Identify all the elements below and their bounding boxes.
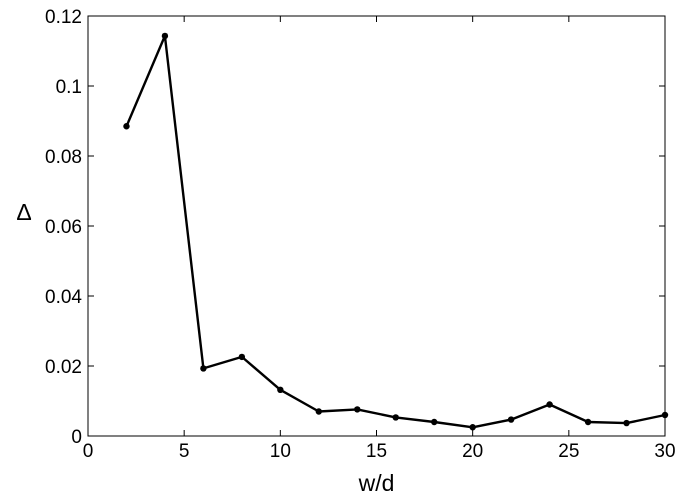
data-point	[315, 408, 322, 415]
data-point	[354, 406, 361, 413]
x-tick-label: 10	[270, 441, 291, 462]
x-axis-title: w/d	[358, 470, 395, 495]
data-point	[277, 386, 284, 393]
x-tick-label: 0	[83, 441, 94, 462]
data-point	[507, 416, 515, 423]
x-tick-label: 30	[654, 441, 675, 462]
data-point	[392, 414, 399, 421]
y-tick-label: 0	[71, 427, 82, 448]
data-point	[161, 32, 169, 40]
x-tick-label: 25	[558, 441, 579, 462]
y-tick-label: 0.12	[45, 7, 82, 28]
y-axis-title: Δ	[16, 199, 31, 225]
data-point	[431, 418, 438, 426]
data-point	[200, 365, 207, 372]
x-tick-label: 20	[462, 441, 483, 462]
y-tick-label: 0.02	[45, 357, 82, 378]
data-point	[623, 419, 630, 427]
data-point	[546, 401, 553, 408]
x-tick-label: 15	[366, 441, 387, 462]
data-point	[584, 418, 592, 426]
data-point	[469, 424, 476, 431]
y-tick-label: 0.04	[45, 287, 82, 308]
y-tick-label: 0.1	[56, 77, 82, 98]
data-point	[238, 353, 246, 361]
data-point	[123, 123, 130, 130]
x-tick-label: 5	[179, 441, 190, 462]
axis-ticks: 0 5 10 15 20 25 30 0 0.02 0.04 0.06 0.08 0.1 0.12	[45, 7, 676, 462]
y-tick-label: 0.08	[45, 147, 82, 168]
y-tick-label: 0.06	[45, 217, 82, 238]
